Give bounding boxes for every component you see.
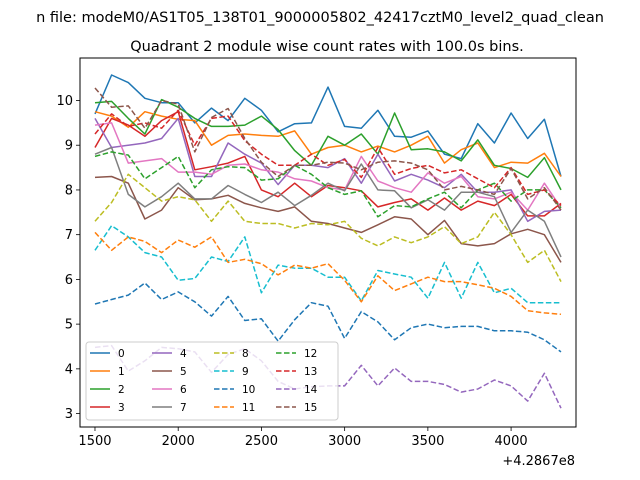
x-axis-offset-label: +4.2867e8 — [502, 454, 575, 469]
legend-label-12: 12 — [304, 348, 317, 360]
x-tick-label: 2500 — [245, 434, 278, 449]
series-line-15 — [94, 87, 562, 211]
chart-title: Quadrant 2 module wise count rates with … — [130, 39, 524, 55]
x-axis: 1500 2000 2500 3000 3500 4000 — [78, 427, 528, 449]
figure-suptitle: n file: modeM0/AS1T05_138T01_9000005802_… — [36, 10, 604, 26]
series-line-11 — [94, 231, 562, 316]
series-line-1 — [94, 110, 562, 177]
legend-label-0: 0 — [118, 348, 125, 360]
legend-label-14: 14 — [304, 384, 318, 396]
y-axis: 3 4 5 6 7 8 9 10 — [56, 94, 80, 422]
legend-label-7: 7 — [180, 402, 187, 414]
legend-label-3: 3 — [118, 402, 125, 414]
series-line-13 — [94, 109, 562, 207]
series-line-10 — [94, 282, 562, 353]
series-line-9 — [94, 224, 561, 304]
legend-label-4: 4 — [180, 348, 187, 360]
legend-label-5: 5 — [180, 366, 187, 378]
legend-label-6: 6 — [180, 384, 187, 396]
y-tick-label: 5 — [65, 318, 73, 333]
y-tick-label: 8 — [65, 183, 73, 198]
x-tick-label: 3000 — [328, 434, 361, 449]
legend-label-11: 11 — [242, 402, 255, 414]
y-tick-label: 10 — [56, 94, 73, 109]
legend-label-2: 2 — [118, 384, 125, 396]
legend-label-15: 15 — [304, 402, 317, 414]
legend-label-13: 13 — [304, 366, 317, 378]
x-tick-label: 1500 — [78, 434, 111, 449]
legend-label-1: 1 — [118, 366, 125, 378]
y-tick-label: 6 — [65, 273, 73, 288]
y-tick-label: 9 — [65, 139, 73, 154]
series-line-8 — [94, 173, 562, 282]
y-tick-label: 4 — [65, 362, 73, 377]
legend-frame — [85, 341, 339, 421]
series-line-12 — [94, 151, 562, 218]
x-tick-label: 2000 — [162, 434, 195, 449]
series-line-2 — [94, 98, 562, 191]
series-line-4 — [94, 117, 562, 223]
series-line-7 — [94, 146, 562, 258]
series-line-3 — [94, 110, 562, 217]
y-tick-label: 7 — [65, 228, 73, 243]
x-tick-label: 3500 — [411, 434, 444, 449]
series-line-5 — [94, 175, 562, 263]
legend-label-8: 8 — [242, 348, 249, 360]
y-tick-label: 3 — [65, 407, 73, 422]
legend-label-9: 9 — [242, 366, 249, 378]
axes-frame — [79, 57, 577, 428]
legend-label-10: 10 — [242, 384, 255, 396]
x-tick-label: 4000 — [495, 434, 528, 449]
